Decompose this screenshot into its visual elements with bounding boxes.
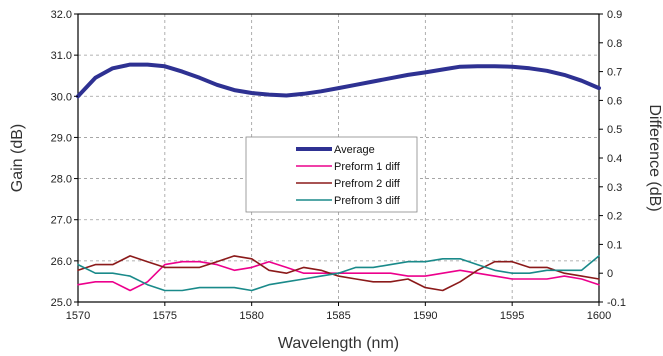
y2-tick-label: 0 bbox=[607, 268, 613, 280]
legend-label: Average bbox=[334, 144, 375, 156]
series-line-prefrom-3-diff bbox=[77, 255, 600, 292]
y2-tick-label: 0.8 bbox=[607, 38, 622, 50]
legend-label: Prefrom 2 diff bbox=[334, 178, 401, 190]
y2-tick-label: 0.2 bbox=[607, 211, 622, 223]
y2-tick-label: 0.6 bbox=[607, 95, 622, 107]
y2-tick-label: 0.3 bbox=[607, 182, 622, 194]
y-tick-label: 30.0 bbox=[51, 91, 72, 103]
x-tick-label: 1585 bbox=[326, 310, 350, 322]
y-tick-label: 25.0 bbox=[51, 297, 72, 309]
x-tick-label: 1580 bbox=[239, 310, 263, 322]
y2-tick-label: 0.7 bbox=[607, 67, 622, 79]
y2-tick-label: 0.9 bbox=[607, 9, 622, 21]
legend-label: Preform 1 diff bbox=[334, 161, 401, 173]
y2-axis-title: Difference (dB) bbox=[646, 104, 663, 211]
y2-tick-label: -0.1 bbox=[607, 297, 626, 309]
x-tick-label: 1575 bbox=[153, 310, 177, 322]
series-line-average bbox=[76, 62, 601, 99]
y-tick-label: 29.0 bbox=[51, 132, 72, 144]
x-tick-label: 1595 bbox=[500, 310, 524, 322]
y2-tick-label: 0.4 bbox=[607, 153, 622, 165]
y2-tick-label: 0.1 bbox=[607, 239, 622, 251]
x-axis-title: Wavelength (nm) bbox=[278, 335, 399, 352]
x-axis-ticks: 1570 1575 1580 1585 1590 1595 1600 bbox=[66, 302, 611, 322]
y-tick-label: 27.0 bbox=[51, 215, 72, 227]
x-tick-label: 1590 bbox=[413, 310, 437, 322]
y-tick-label: 31.0 bbox=[51, 50, 72, 62]
y-axis-ticks: 25.0 26.0 27.0 28.0 29.0 30.0 31.0 32.0 bbox=[51, 9, 78, 309]
legend: Average Preform 1 diff Prefrom 2 diff Prefr… bbox=[245, 136, 418, 213]
series-layer bbox=[76, 62, 601, 292]
x-tick-label: 1600 bbox=[587, 310, 611, 322]
y-tick-label: 26.0 bbox=[51, 256, 72, 268]
series-line-prefrom-2-diff bbox=[77, 255, 600, 292]
legend-label: Prefrom 3 diff bbox=[334, 195, 401, 207]
y-tick-label: 28.0 bbox=[51, 174, 72, 186]
y2-tick-label: 0.5 bbox=[607, 124, 622, 136]
y-tick-label: 32.0 bbox=[51, 9, 72, 21]
x-tick-label: 1570 bbox=[66, 310, 90, 322]
y-axis-title: Gain (dB) bbox=[9, 124, 26, 192]
y2-axis-ticks: -0.1 0 0.1 0.2 0.3 0.4 0.5 0.6 0.7 0.8 0.9 bbox=[599, 9, 626, 309]
